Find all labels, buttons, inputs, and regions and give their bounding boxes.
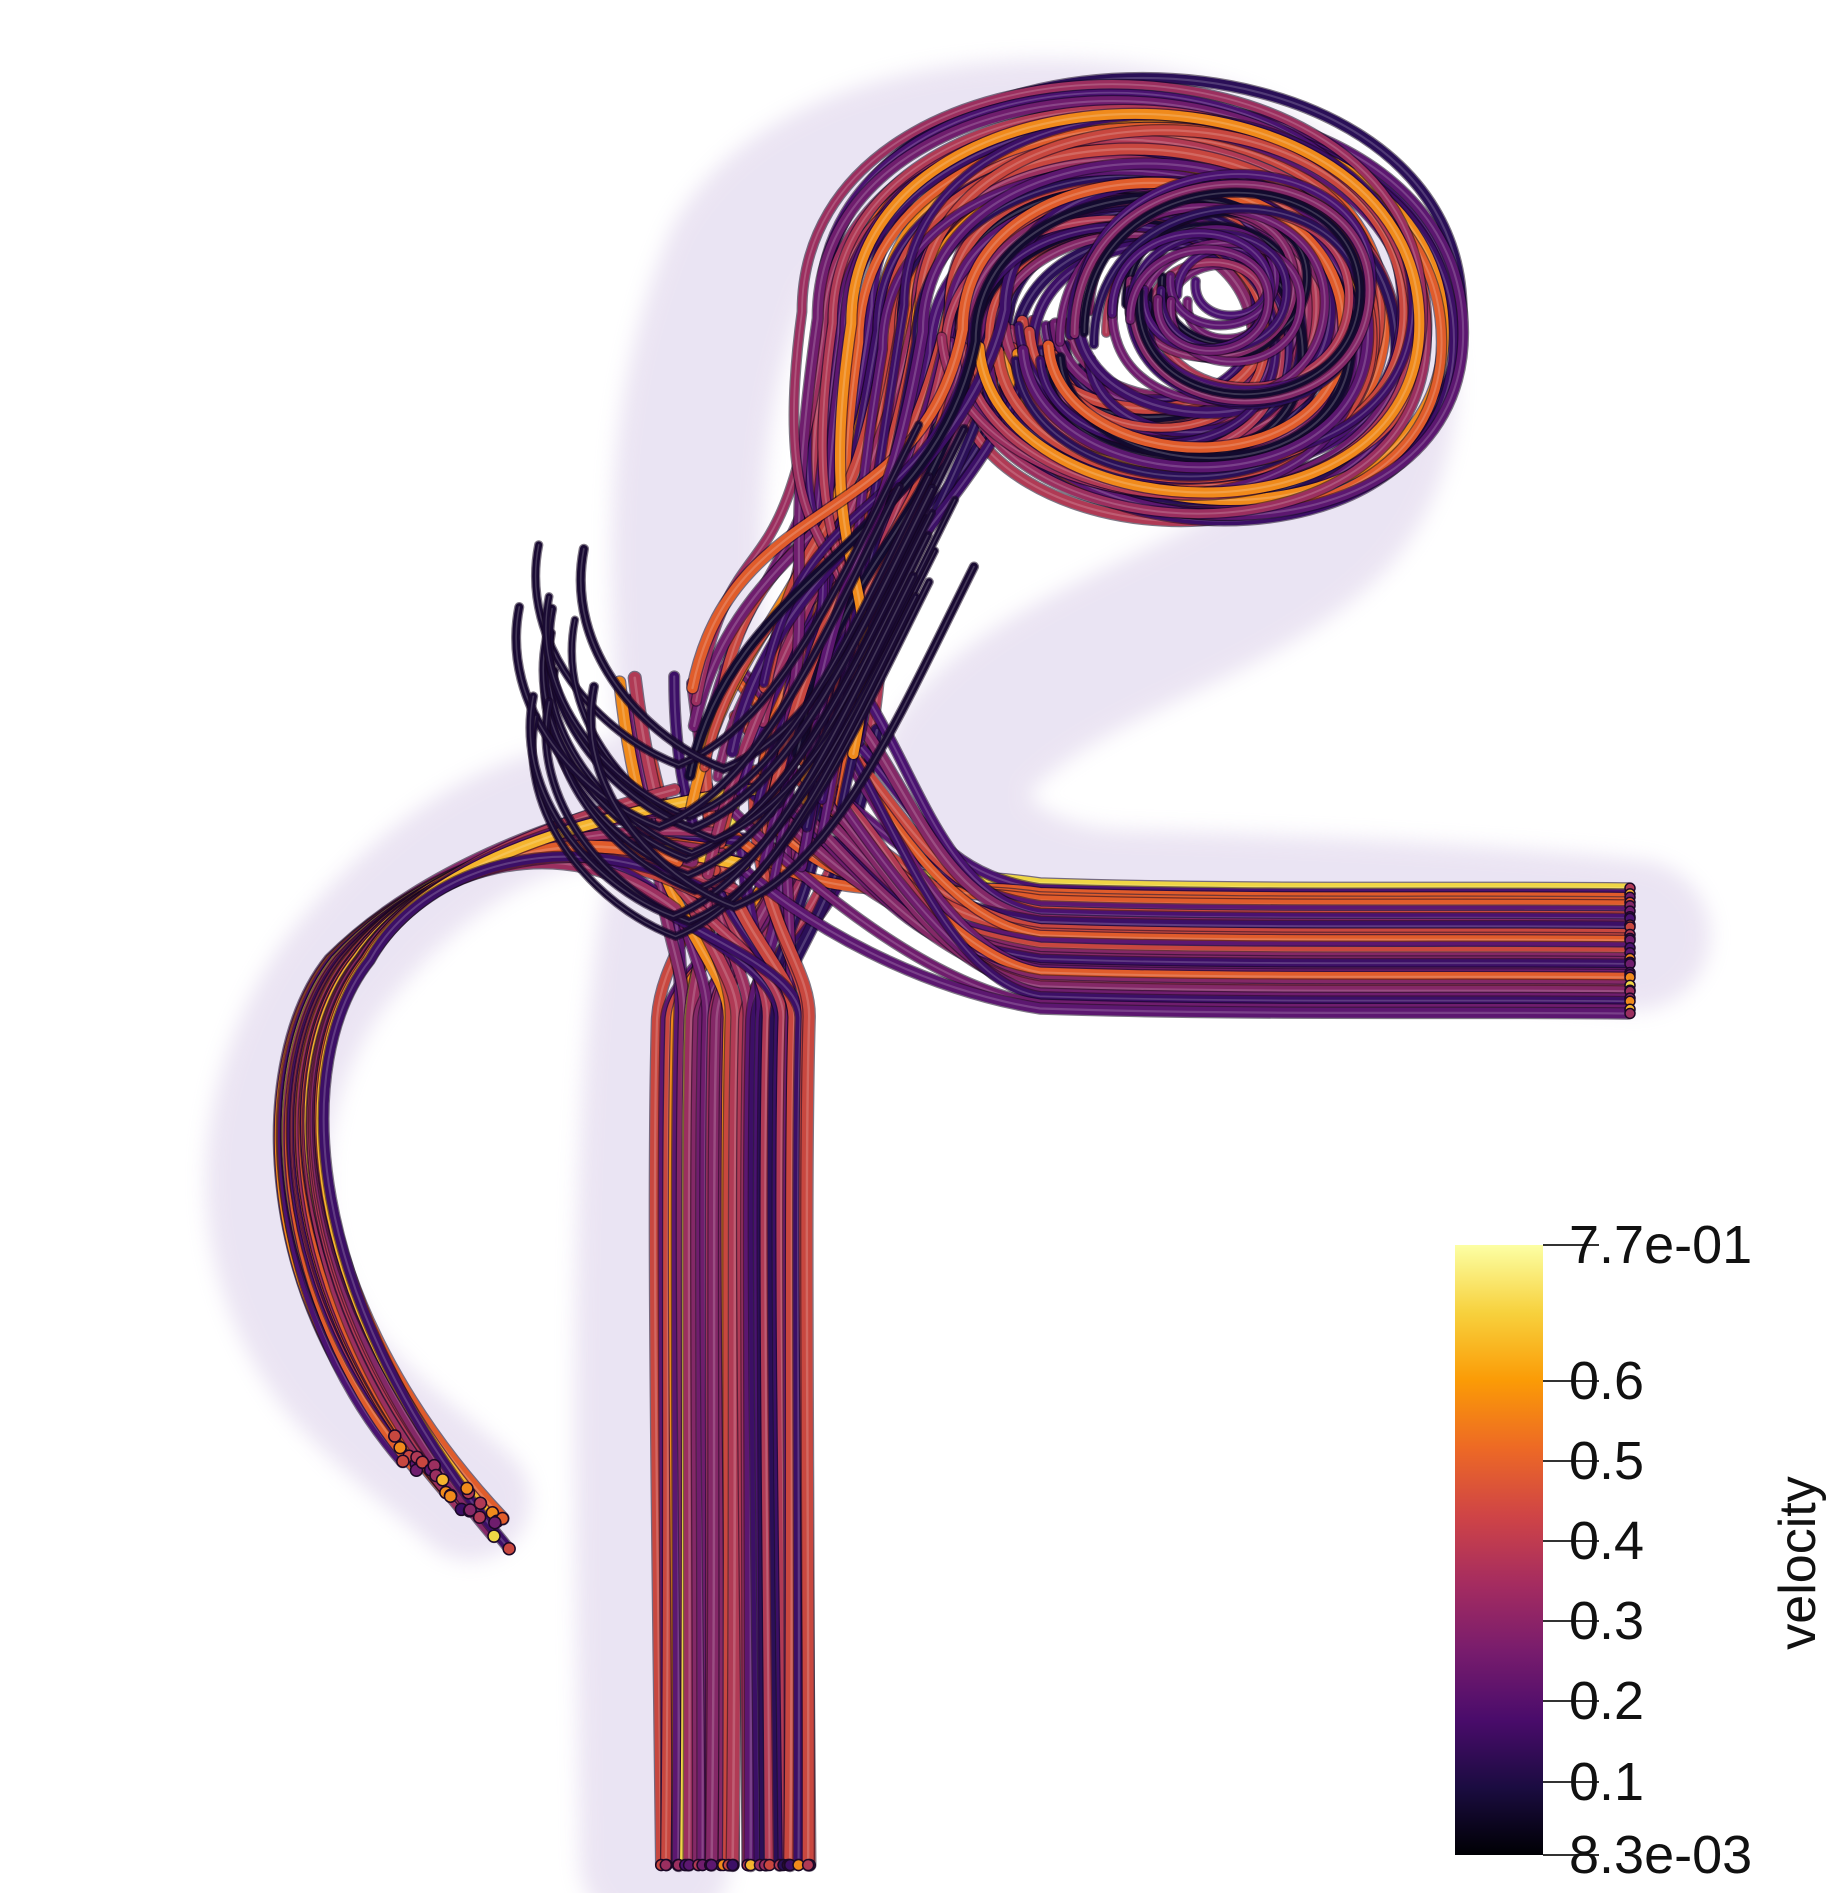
colorbar-title-text: velocity: [1769, 1476, 1827, 1650]
dome-streamline: [687, 177, 1349, 694]
tube-end-cap: [393, 1440, 407, 1455]
streamline-tubes: [272, 71, 1635, 1873]
tube-end-cap: [659, 1858, 673, 1872]
tube-end-cap: [705, 1858, 718, 1872]
velocity-colorbar: 7.7e-01 0.6 0.5 0.4 0.3 0.2 0.1 8.3e-03 velocit…: [1455, 1218, 1835, 1882]
trunk-streamline: [710, 823, 775, 1870]
vortex-core-streamline: [1126, 245, 1273, 355]
streamline-end-caps: [388, 882, 1636, 1872]
neck-streamline-highlight: [531, 595, 917, 938]
trunk-streamline-highlight: [753, 769, 811, 1867]
colorbar-tick-label: 0.3: [1569, 1591, 1645, 1652]
right-branch-streamline-highlight: [720, 847, 1630, 1015]
vortex-core-streamline-highlight: [1129, 233, 1288, 350]
colorbar-tick: [1543, 1460, 1599, 1463]
left-branch-streamline-highlight: [322, 855, 704, 1550]
trunk-streamline: [748, 765, 815, 1871]
trunk-streamline-highlight: [632, 877, 802, 1867]
colorbar-tick-label: 8.3e-03: [1569, 1825, 1753, 1885]
neck-streamline-highlight: [590, 565, 975, 908]
vortex-core-streamline-highlight: [1083, 191, 1361, 396]
neck-streamline-highlight: [545, 581, 930, 923]
trunk-streamline: [629, 873, 806, 1870]
dome-streamline-highlight: [838, 112, 1421, 756]
tube-end-cap: [726, 1858, 739, 1872]
vortex-core-streamline: [1070, 180, 1374, 405]
trunk-streamline-highlight: [714, 827, 771, 1867]
tube-end-cap: [463, 1503, 477, 1517]
tube-end-cap: [443, 1489, 458, 1503]
colorbar-tick: [1543, 1620, 1599, 1623]
colorbar-tick-label: 0.2: [1569, 1671, 1645, 1732]
tube-end-cap: [487, 1529, 501, 1543]
colorbar-tick-label: 0.5: [1569, 1431, 1645, 1492]
colorbar-tick: [1543, 1540, 1599, 1543]
neck-streamline: [586, 562, 978, 911]
right-branch-streamline: [792, 671, 1633, 1006]
left-branch-streamline: [319, 851, 708, 1554]
neck-streamline-highlight: [548, 512, 933, 854]
tube-end-cap: [488, 1515, 502, 1530]
tube-end-cap: [388, 1429, 402, 1443]
colorbar-tick: [1543, 1244, 1599, 1246]
neck-streamline-highlight: [545, 475, 930, 818]
neck-streamline-highlight: [529, 575, 915, 918]
tube-end-cap: [1624, 1007, 1636, 1020]
dome-streamline-highlight: [691, 181, 1345, 690]
tube-end-cap: [473, 1496, 488, 1510]
right-branch-streamline-highlight: [795, 674, 1629, 1003]
tube-end-cap: [502, 1541, 516, 1556]
tube-end-cap: [460, 1481, 474, 1496]
neck-streamline: [545, 509, 935, 857]
vortex-core-streamline-highlight: [1129, 248, 1270, 352]
colorbar-tick: [1543, 1780, 1599, 1783]
vortex-core-streamline: [1080, 188, 1364, 399]
tube-end-cap: [415, 1455, 430, 1470]
colorbar-tick: [1543, 1380, 1599, 1383]
right-branch-streamline: [716, 843, 1633, 1019]
neck-streamline: [526, 572, 917, 921]
tube-end-cap: [435, 1473, 450, 1487]
colorbar-title: velocity: [1769, 1433, 1827, 1693]
tube-end-cap: [801, 1858, 815, 1872]
neck-streamline: [529, 593, 919, 940]
colorbar-tick: [1543, 1854, 1599, 1856]
colorbar-tick-label: 0.1: [1569, 1751, 1645, 1812]
colorbar-tick-label: 0.6: [1569, 1351, 1645, 1412]
tube-end-cap: [396, 1454, 410, 1469]
neck-streamline: [542, 473, 933, 821]
colorbar-tick-label: 0.4: [1569, 1511, 1645, 1572]
colorbar-gradient: [1455, 1245, 1543, 1855]
colorbar-tick: [1543, 1700, 1599, 1703]
dome-streamline: [834, 108, 1425, 760]
tube-end-cap: [472, 1510, 487, 1525]
tube-end-cap: [763, 1858, 776, 1872]
vortex-core-streamline-highlight: [1073, 183, 1371, 402]
neck-streamline: [542, 578, 933, 926]
vortex-core-streamline: [1125, 229, 1291, 353]
colorbar-tick-label: 7.7e-01: [1569, 1215, 1753, 1275]
